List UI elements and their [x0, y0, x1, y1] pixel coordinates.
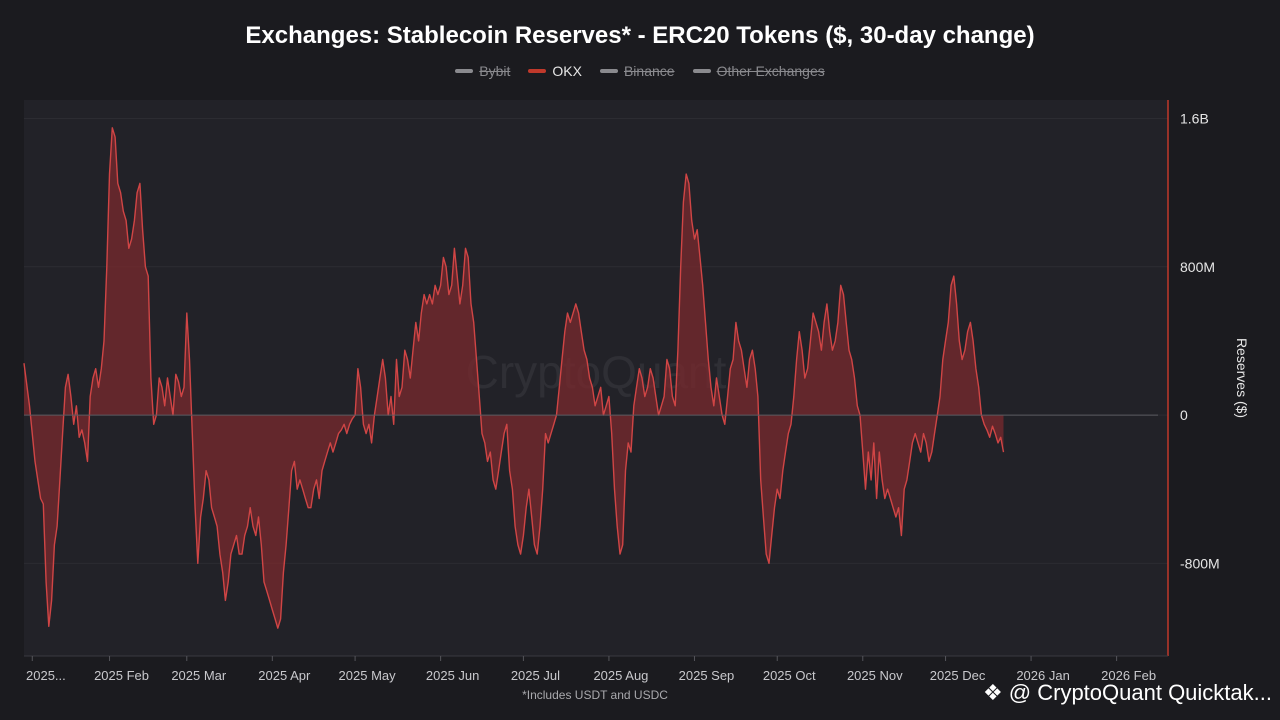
x-tick-label: 2025 Apr [258, 668, 311, 683]
legend-item-other-exchanges[interactable]: Other Exchanges [692, 63, 825, 79]
x-ticks: 2025... 2025 Feb 2025 Mar 2025 Apr 2025 May 2… [26, 656, 1156, 683]
x-tick-label: 2026 Jan [1016, 668, 1070, 683]
x-tick-label: 2025 Jun [426, 668, 480, 683]
legend-label: Other Exchanges [716, 63, 825, 79]
x-tick-label: 2025 Sep [679, 668, 735, 683]
cryptoquant-logo-icon: ❖ [983, 680, 1003, 705]
chart-legend: Bybit OKX Binance Other Exchanges [0, 63, 1280, 79]
legend-item-bybit[interactable]: Bybit [455, 63, 510, 79]
x-tick-label: 2025 Nov [847, 668, 903, 683]
x-tick-label: 2025 Dec [930, 668, 986, 683]
y-ticks: 1.6B 800M 0 -800M [1180, 111, 1220, 572]
legend-item-binance[interactable]: Binance [599, 63, 675, 79]
y-axis-label: Reserves ($) [1234, 338, 1250, 418]
x-tick-label: 2025 May [339, 668, 397, 683]
author-watermark-text: @ CryptoQuant Quicktak... [1008, 680, 1272, 705]
author-watermark: ❖ @ CryptoQuant Quicktak... [983, 680, 1272, 706]
legend-label: Binance [623, 63, 675, 79]
legend-swatch [455, 69, 474, 73]
x-tick-label: 2025 Aug [593, 668, 648, 683]
y-tick-label: 800M [1180, 259, 1215, 275]
series-area-okx [24, 127, 1004, 629]
y-tick-label: -800M [1180, 555, 1220, 571]
series-line-okx[interactable] [23, 127, 1005, 629]
legend-swatch [599, 69, 618, 73]
legend-swatch [528, 69, 547, 73]
series-layer [23, 127, 1005, 629]
legend-label: Bybit [479, 63, 511, 79]
y-tick-label: 0 [1180, 407, 1188, 423]
legend-swatch [692, 69, 711, 73]
x-tick-label: 2026 Feb [1101, 668, 1156, 683]
x-tick-label: 2025 Oct [763, 668, 816, 683]
footnote: *Includes USDT and USDC [522, 688, 668, 702]
y-tick-label: 1.6B [1180, 111, 1209, 127]
x-tick-label: 2025 Jul [511, 668, 560, 683]
legend-item-okx[interactable]: OKX [528, 63, 582, 79]
chart-title: Exchanges: Stablecoin Reserves* - ERC20 … [245, 22, 1035, 49]
x-tick-label: 2025... [26, 668, 66, 683]
x-tick-label: 2025 Mar [171, 668, 227, 683]
legend-label: OKX [552, 63, 582, 79]
x-tick-label: 2025 Feb [94, 668, 149, 683]
